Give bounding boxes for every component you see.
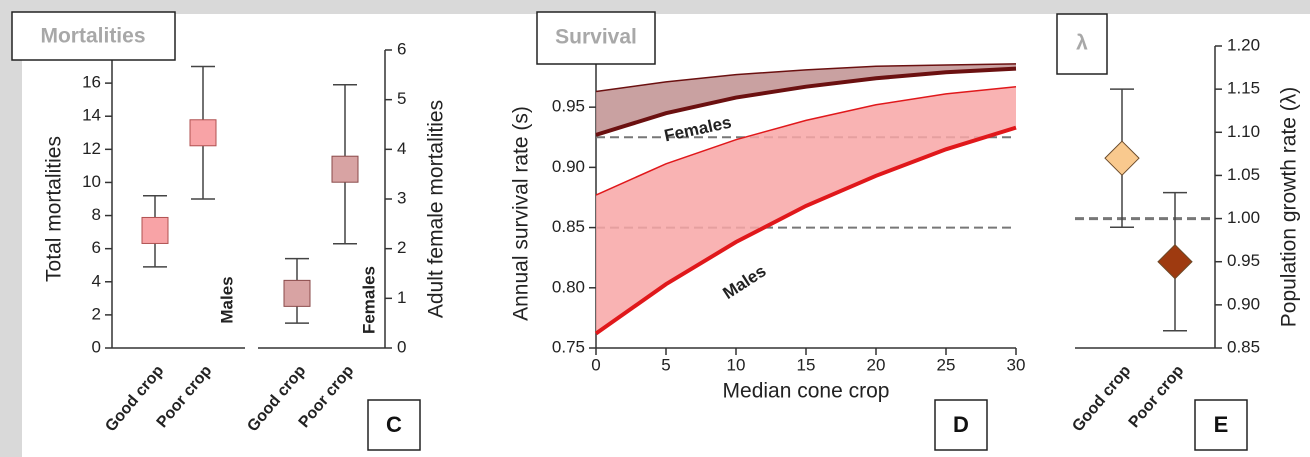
y-tick-label: 0.80 [552,277,585,296]
y-tick-label: 0.90 [1227,294,1260,313]
y-tick-label: 2 [397,238,406,257]
y-tick-label: 4 [397,139,406,158]
y-tick-label: 0.90 [552,157,585,176]
y-tick-label: 4 [92,271,101,290]
y-tick-label: 5 [397,89,406,108]
y-tick-label: 1.05 [1227,165,1260,184]
x-tick-label: 10 [727,355,746,374]
y-tick-label: 0.95 [1227,251,1260,270]
x-tick-label: 25 [937,355,956,374]
y-tick-label: 1.15 [1227,79,1260,98]
panel-title: Mortalities [40,25,145,48]
x-tick-label: 30 [1007,355,1026,374]
y-tick-label: 6 [92,238,101,257]
y-tick-label: 2 [92,304,101,323]
y-tick-label: 12 [82,139,101,158]
annotation: Females [359,266,378,334]
y-tick-label: 3 [397,188,406,207]
y-tick-label: 0.85 [552,217,585,236]
marker [190,120,216,146]
x-tick-label: 15 [797,355,816,374]
marker [332,156,358,182]
x-tick-label: 20 [867,355,886,374]
x-axis-title: Median cone crop [723,380,890,403]
panel-title: Survival [555,26,637,49]
y-tick-label: 1.00 [1227,208,1260,227]
y-tick-label: 1.10 [1227,122,1260,141]
y-tick-label: 10 [82,172,101,191]
x-tick-label: 5 [661,355,670,374]
y-tick-label: 14 [82,106,101,125]
y-tick-label: 0.95 [552,97,585,116]
y-axis-title: Annual survival rate (s) [510,106,533,321]
panel-letter: C [386,412,402,437]
y-tick-label: 0.85 [1227,337,1260,356]
panel-letter: E [1214,412,1229,437]
y-tick-label: 8 [92,205,101,224]
x-tick-label: 0 [591,355,600,374]
y-tick-label: 0 [397,337,406,356]
annotation: Males [217,276,236,323]
y-tick-label: 0.75 [552,337,585,356]
panel-letter: D [953,412,969,437]
figure: 0246810121416Total mortalitiesGood cropP… [0,0,1310,457]
y-tick-label: 6 [397,39,406,58]
y-axis-title: Adult female mortalities [425,100,448,318]
marker [142,217,168,243]
y-tick-label: 0 [92,337,101,356]
panel-title: λ [1076,32,1088,55]
y-tick-label: 1 [397,288,406,307]
y-axis-title: Total mortalities [43,136,66,282]
y-tick-label: 1.20 [1227,35,1260,54]
y-tick-label: 16 [82,73,101,92]
y-axis-title: Population growth rate (λ) [1278,87,1301,327]
marker [284,280,310,306]
